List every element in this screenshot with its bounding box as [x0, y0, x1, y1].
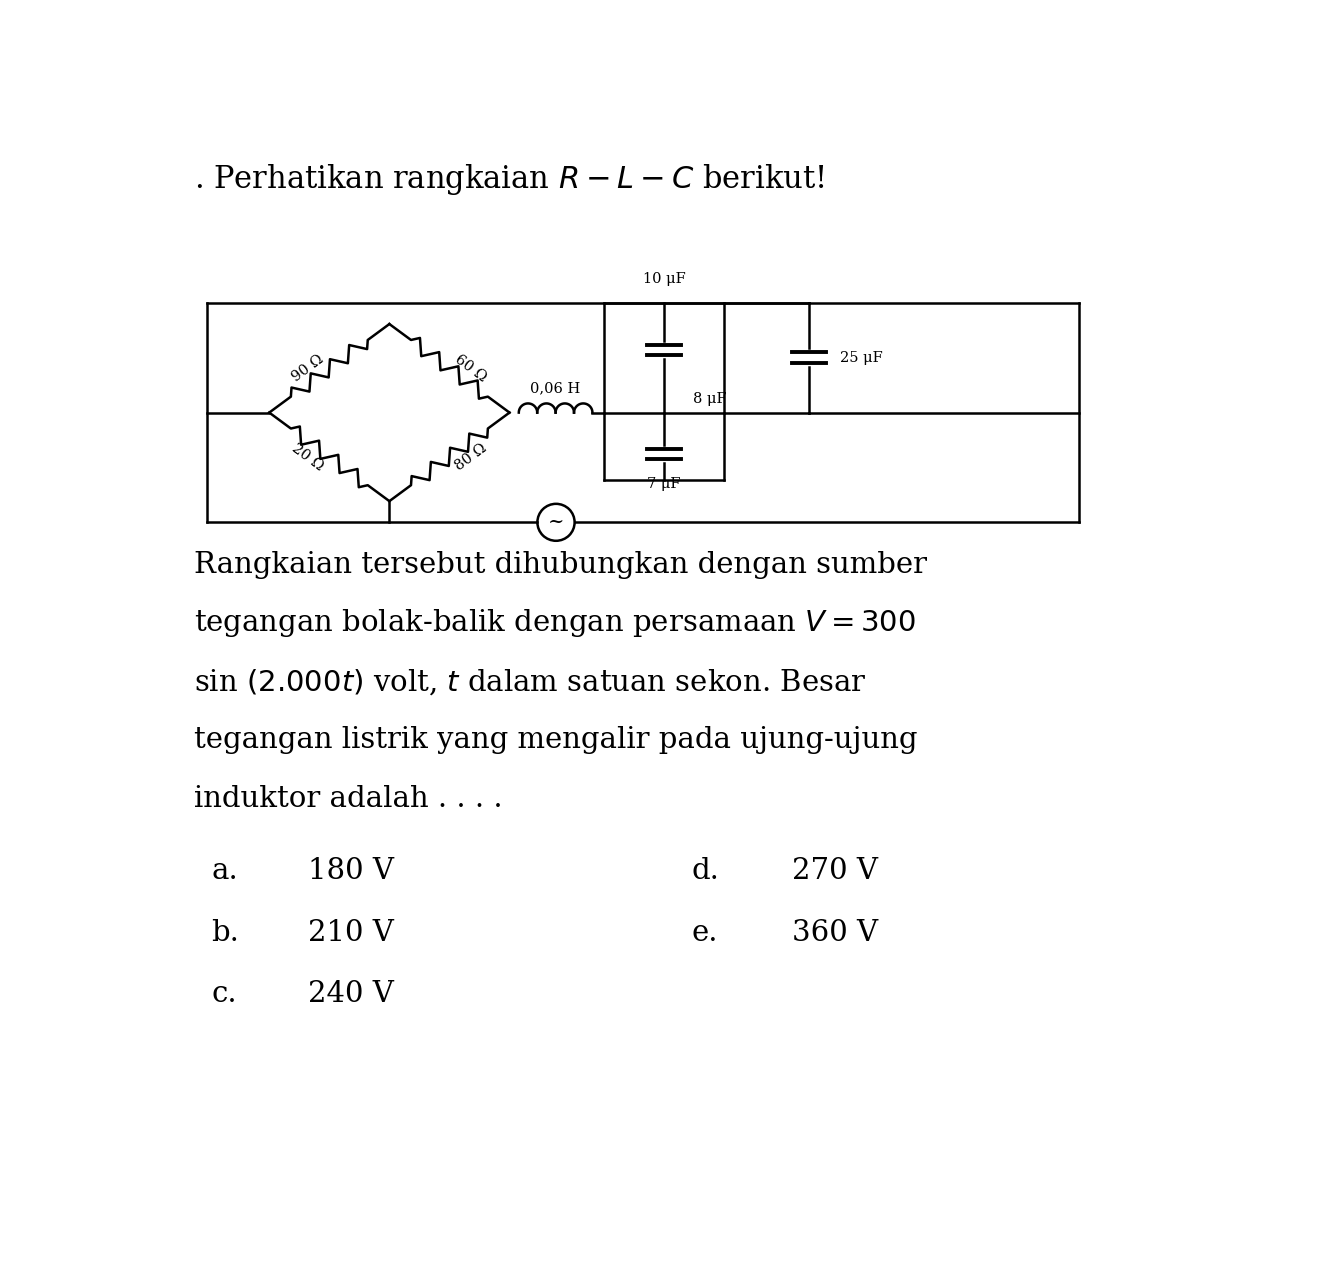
Text: 210 V: 210 V — [308, 918, 394, 946]
Text: 60 Ω: 60 Ω — [453, 352, 490, 385]
Text: tegangan bolak-balik dengan persamaan $V=300$: tegangan bolak-balik dengan persamaan $V… — [194, 608, 917, 640]
Text: 25 μF: 25 μF — [840, 350, 884, 365]
Text: 10 μF: 10 μF — [643, 272, 685, 286]
Text: 8 μF: 8 μF — [693, 391, 727, 405]
Text: 270 V: 270 V — [793, 857, 878, 885]
Text: 80 Ω: 80 Ω — [453, 441, 490, 473]
Text: e.: e. — [691, 918, 718, 946]
Text: 90 Ω: 90 Ω — [290, 352, 327, 385]
Text: induktor adalah . . . .: induktor adalah . . . . — [194, 785, 503, 812]
Text: ~: ~ — [548, 513, 564, 531]
Text: 360 V: 360 V — [793, 918, 878, 946]
Text: 0,06 H: 0,06 H — [531, 381, 581, 395]
Text: Rangkaian tersebut dihubungkan dengan sumber: Rangkaian tersebut dihubungkan dengan su… — [194, 551, 927, 578]
Text: 7 μF: 7 μF — [648, 477, 681, 491]
Text: d.: d. — [691, 857, 719, 885]
Text: sin $(2.000t)$ volt, $t$ dalam satuan sekon. Besar: sin $(2.000t)$ volt, $t$ dalam satuan se… — [194, 666, 867, 697]
Text: . Perhatikan rangkaian $R-L-C$ berikut!: . Perhatikan rangkaian $R-L-C$ berikut! — [194, 162, 824, 197]
Text: c.: c. — [211, 980, 237, 1008]
Text: tegangan listrik yang mengalir pada ujung-ujung: tegangan listrik yang mengalir pada ujun… — [194, 726, 918, 755]
Text: 240 V: 240 V — [308, 980, 394, 1008]
Text: b.: b. — [211, 918, 238, 946]
Text: 180 V: 180 V — [308, 857, 394, 885]
Text: a.: a. — [211, 857, 238, 885]
Text: 20 Ω: 20 Ω — [290, 441, 327, 473]
